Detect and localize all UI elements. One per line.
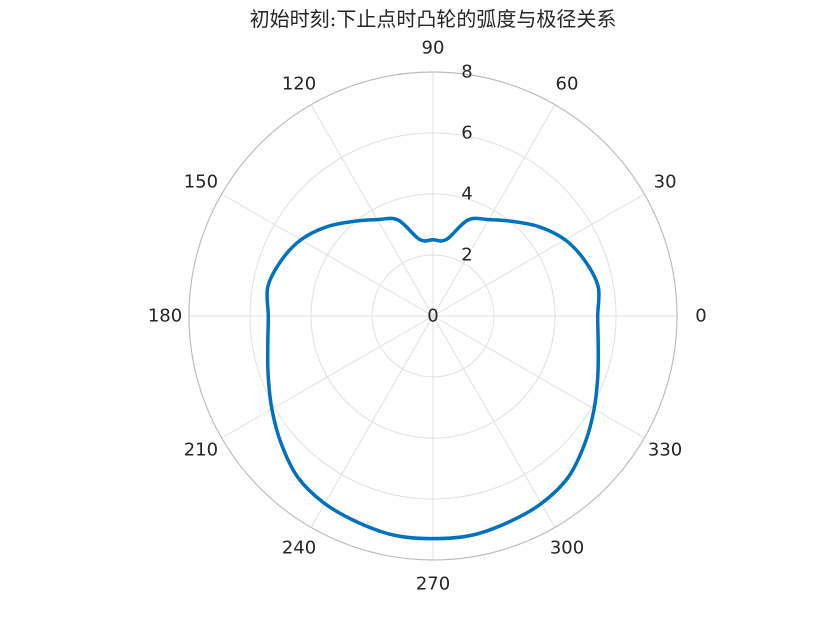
r-tick-label: 0	[427, 306, 438, 327]
series-layer	[265, 216, 601, 541]
theta-tick-label: 120	[282, 73, 316, 94]
r-tick-label: 4	[461, 184, 472, 205]
theta-tick-label: 240	[282, 538, 316, 559]
theta-tick-label: 30	[654, 172, 677, 193]
ring-8	[188, 71, 678, 561]
r-tick-label: 6	[461, 123, 472, 144]
series-line-0	[265, 216, 601, 541]
theta-tick-label: 330	[648, 440, 682, 461]
theta-tick-label: 60	[556, 73, 579, 94]
theta-tick-label: 300	[550, 538, 584, 559]
r-tick-label: 2	[461, 245, 472, 266]
theta-tick-label: 0	[695, 306, 706, 327]
theta-tick-label: 270	[416, 574, 450, 595]
tick-labels: 0 30 60 90 120 150 180 210 240 270 300 330 0 2 4 6 8	[148, 38, 707, 595]
ring-2	[371, 254, 495, 378]
ring-6	[249, 132, 617, 500]
theta-tick-label: 210	[184, 440, 218, 461]
chart-title: 初始时刻:下止点时凸轮的弧度与极径关系	[250, 7, 617, 31]
theta-tick-label: 180	[148, 306, 182, 327]
r-tick-label: 8	[461, 62, 472, 83]
theta-tick-label: 90	[422, 38, 445, 59]
polar-grid	[188, 71, 678, 561]
ring-4	[310, 193, 556, 439]
theta-tick-label: 150	[184, 172, 218, 193]
